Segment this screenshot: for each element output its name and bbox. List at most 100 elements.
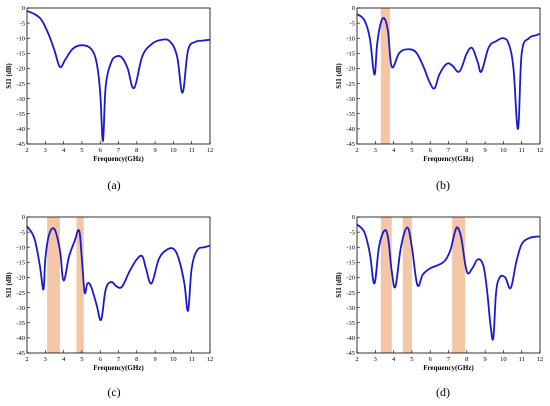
- x-tick-label: 7: [447, 147, 451, 154]
- x-tick-label: 10: [170, 147, 177, 154]
- x-tick-label: 12: [207, 147, 214, 154]
- plot-frame: [26, 7, 211, 145]
- x-tick-label: 11: [519, 147, 525, 154]
- y-tick-label: -5: [20, 229, 25, 236]
- highlight-band: [380, 8, 390, 144]
- chart-panel: 2 3 4 5 6 7 8 9 10 11 12 0 -5 -10 -15 -20 -25 -30 -35 -40 -4…: [335, 5, 543, 192]
- x-tick-label: 4: [392, 356, 396, 363]
- x-axis-label: Frequency(GHz): [423, 364, 474, 372]
- x-tick-label: 3: [374, 356, 377, 363]
- y-tick-label: -40: [346, 126, 355, 133]
- y-tick-label: -25: [16, 81, 25, 88]
- highlight-band: [402, 217, 412, 353]
- y-tick-label: -5: [350, 20, 355, 27]
- highlight-band: [76, 217, 84, 353]
- x-tick-label: 6: [99, 147, 103, 154]
- x-tick-label: 6: [429, 356, 433, 363]
- x-tick-label: 2: [25, 147, 28, 154]
- y-axis-label: S11 (dB): [335, 63, 343, 89]
- y-tick-label: -10: [346, 244, 355, 251]
- y-tick-label: -45: [346, 141, 355, 148]
- y-tick-label: -30: [346, 96, 355, 103]
- y-tick-label: -30: [346, 305, 355, 312]
- x-tick-label: 8: [465, 356, 468, 363]
- x-tick-label: 10: [170, 356, 177, 363]
- s11-series-line: [356, 223, 541, 341]
- x-tick-label: 10: [500, 147, 507, 154]
- x-tick-label: 11: [189, 356, 195, 363]
- x-tick-label: 11: [519, 356, 525, 363]
- x-tick-label: 6: [429, 147, 433, 154]
- x-tick-label: 8: [135, 147, 138, 154]
- x-tick-label: 12: [537, 147, 544, 154]
- y-tick-label: -40: [16, 126, 25, 133]
- x-tick-label: 6: [99, 356, 103, 363]
- y-tick-label: -15: [346, 260, 355, 267]
- y-tick-label: -15: [16, 260, 25, 267]
- chart-panel: 2 3 4 5 6 7 8 9 10 11 12 0 -5 -10 -15 -20 -25 -30 -35 -40 -4…: [5, 214, 213, 399]
- s11-series-line: [26, 10, 211, 142]
- y-axis-label: S11 (dB): [5, 272, 13, 298]
- chart-panel: 2 3 4 5 6 7 8 9 10 11 12 0 -5 -10 -15 -20 -25 -30 -35 -40 -4…: [5, 5, 213, 192]
- y-tick-label: -35: [346, 320, 355, 327]
- x-tick-label: 3: [44, 356, 47, 363]
- s11-series-line: [26, 225, 211, 322]
- x-tick-label: 7: [117, 356, 121, 363]
- x-axis-label: Frequency(GHz): [93, 364, 144, 372]
- y-tick-label: -45: [346, 350, 355, 357]
- x-tick-label: 4: [62, 356, 66, 363]
- chart-panel: 2 3 4 5 6 7 8 9 10 11 12 0 -5 -10 -15 -20 -25 -30 -35 -40 -4…: [335, 214, 543, 399]
- y-tick-label: -45: [16, 141, 25, 148]
- y-axis-label: S11 (dB): [335, 272, 343, 298]
- x-tick-label: 11: [189, 147, 195, 154]
- y-tick-label: -10: [16, 35, 25, 42]
- x-tick-label: 8: [135, 356, 138, 363]
- x-tick-label: 2: [355, 147, 358, 154]
- y-tick-label: 0: [22, 5, 25, 12]
- x-tick-label: 5: [410, 356, 413, 363]
- y-tick-label: -5: [20, 20, 25, 27]
- x-axis-label: Frequency(GHz): [423, 155, 474, 163]
- highlight-band: [47, 217, 60, 353]
- y-tick-label: -45: [16, 350, 25, 357]
- y-tick-label: -25: [16, 290, 25, 297]
- s11-series-line: [356, 13, 541, 130]
- panel-label: (c): [107, 385, 120, 399]
- y-tick-label: -40: [16, 335, 25, 342]
- x-tick-label: 9: [153, 356, 156, 363]
- x-tick-label: 9: [153, 147, 156, 154]
- x-axis-label: Frequency(GHz): [93, 155, 144, 163]
- y-tick-label: -35: [346, 111, 355, 118]
- x-tick-label: 7: [447, 356, 451, 363]
- highlight-band: [380, 217, 392, 353]
- x-tick-label: 2: [355, 356, 358, 363]
- x-tick-label: 5: [410, 147, 413, 154]
- y-tick-label: -25: [346, 81, 355, 88]
- y-tick-label: 0: [352, 214, 355, 221]
- x-tick-label: 10: [500, 356, 507, 363]
- x-tick-label: 5: [80, 147, 83, 154]
- y-tick-label: -25: [346, 290, 355, 297]
- y-tick-label: 0: [352, 5, 355, 12]
- y-tick-label: -35: [16, 320, 25, 327]
- y-axis-label: S11 (dB): [5, 63, 13, 89]
- y-tick-label: -35: [16, 111, 25, 118]
- y-tick-label: -10: [346, 35, 355, 42]
- x-tick-label: 5: [80, 356, 83, 363]
- panel-label: (a): [107, 178, 120, 192]
- y-tick-label: -15: [346, 51, 355, 58]
- x-tick-label: 9: [483, 356, 486, 363]
- y-tick-label: -20: [16, 275, 25, 282]
- y-tick-label: -40: [346, 335, 355, 342]
- highlight-band: [452, 217, 465, 353]
- x-tick-label: 7: [117, 147, 121, 154]
- x-tick-label: 3: [44, 147, 47, 154]
- y-tick-label: -30: [16, 305, 25, 312]
- x-tick-label: 8: [465, 147, 468, 154]
- x-tick-label: 9: [483, 147, 486, 154]
- panel-label: (b): [436, 178, 450, 192]
- y-tick-label: -15: [16, 51, 25, 58]
- y-tick-label: 0: [22, 214, 25, 221]
- y-tick-label: -5: [350, 229, 355, 236]
